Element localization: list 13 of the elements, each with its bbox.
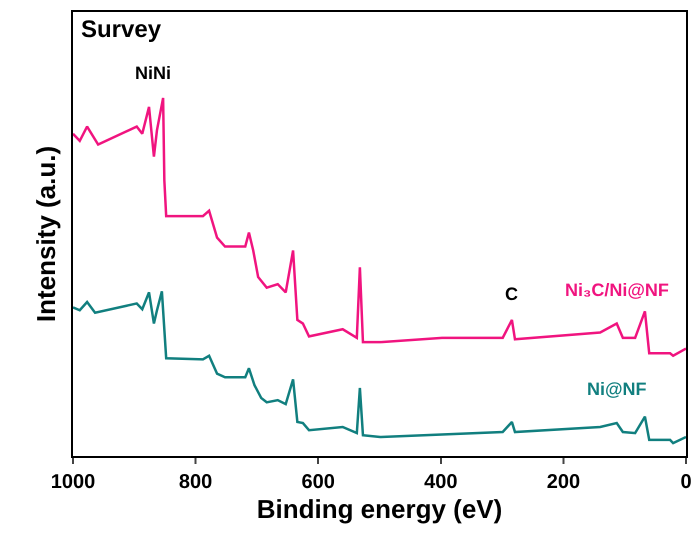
series-label: Ni₃C/Ni@NF xyxy=(565,280,669,300)
series-label: Ni@NF xyxy=(587,379,647,399)
x-tick-label: 0 xyxy=(680,471,692,493)
x-axis-title: Binding energy (eV) xyxy=(256,494,502,524)
text: NiNi xyxy=(135,63,171,83)
y-axis-title: Intensity (a.u.) xyxy=(30,146,61,322)
x-tick-label: 1000 xyxy=(50,471,96,493)
x-tick-label: 800 xyxy=(178,471,212,493)
text: Survey xyxy=(81,16,162,43)
annotation: C xyxy=(505,284,518,304)
x-tick-label: 600 xyxy=(302,471,335,493)
x-tick-label: 400 xyxy=(424,471,458,493)
x-tick-label: 200 xyxy=(546,471,580,493)
